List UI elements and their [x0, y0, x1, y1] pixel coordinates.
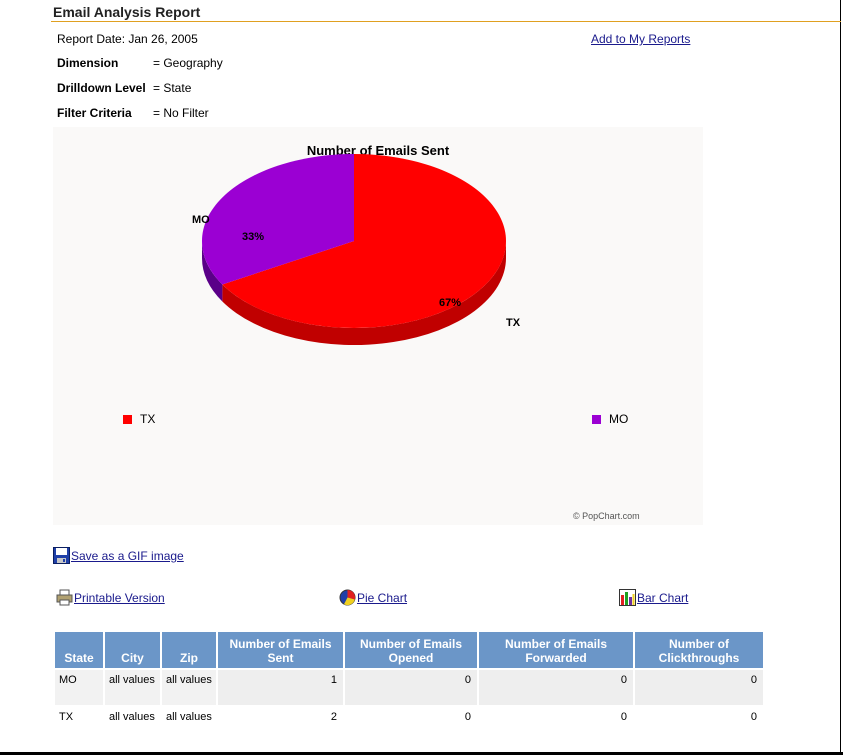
info-value: = No Filter [153, 106, 209, 120]
cell-city: all values [105, 707, 160, 742]
cell-state: TX [55, 707, 103, 742]
report-title: Email Analysis Report [53, 4, 201, 20]
table-row: MO all values all values 1 0 0 0 [55, 670, 763, 705]
bar-chart-icon [619, 589, 636, 606]
info-row-filter: Filter Criteria = No Filter [57, 106, 209, 120]
cell-clickthroughs: 0 [635, 707, 763, 742]
info-value: = State [153, 81, 192, 95]
window-right-border [840, 0, 841, 755]
cell-forwarded: 0 [479, 707, 633, 742]
col-header-emails-sent: Number of Emails Sent [218, 632, 343, 668]
pie-slice-mo [201, 154, 354, 285]
pie-side-tx [222, 241, 506, 345]
info-label: Drilldown Level [57, 81, 146, 95]
legend-item-mo: MO [592, 412, 628, 426]
info-label: Dimension [57, 56, 119, 70]
pie-chart [201, 154, 506, 345]
col-header-city: City [105, 632, 160, 668]
bar-chart-action[interactable]: Bar Chart [619, 589, 688, 606]
chart-title: Number of Emails Sent [306, 143, 450, 158]
printable-version-link[interactable]: Printable Version [74, 591, 165, 605]
floppy-disk-icon [53, 547, 70, 564]
pie-chart-link[interactable]: Pie Chart [357, 591, 408, 605]
table-row: TX all values all values 2 0 0 0 [55, 707, 763, 742]
info-label: Filter Criteria [57, 106, 132, 120]
info-row-drilldown: Drilldown Level = State [57, 81, 191, 95]
cell-state: MO [55, 670, 103, 705]
legend-label: TX [140, 412, 156, 426]
email-stats-table: State City Zip Number of Emails Sent Num… [53, 630, 765, 744]
cell-city: all values [105, 670, 160, 705]
cell-opened: 0 [345, 670, 477, 705]
cell-sent: 2 [218, 707, 343, 742]
info-row-dimension: Dimension = Geography [57, 56, 223, 70]
cell-sent: 1 [218, 670, 343, 705]
cell-forwarded: 0 [479, 670, 633, 705]
pie-chart-panel: Number of Emails Sent MO 33% 67% TX TX M… [53, 127, 703, 525]
pie-percent-mo: 33% [242, 231, 265, 243]
cell-clickthroughs: 0 [635, 670, 763, 705]
cell-zip: all values [162, 707, 216, 742]
chart-credit: © PopChart.com [573, 511, 640, 521]
table-header-row: State City Zip Number of Emails Sent Num… [55, 632, 763, 668]
info-value: = Geography [153, 56, 223, 70]
col-header-emails-opened: Number of Emails Opened [345, 632, 477, 668]
pie-chart-action[interactable]: Pie Chart [339, 589, 407, 606]
col-header-emails-forwarded: Number of Emails Forwarded [479, 632, 633, 668]
col-header-state: State [55, 632, 103, 668]
pie-label-tx: TX [506, 317, 521, 329]
pie-percent-tx: 67% [439, 297, 462, 309]
col-header-clickthroughs: Number of Clickthroughs [635, 632, 763, 668]
col-header-zip: Zip [162, 632, 216, 668]
legend-label: MO [609, 412, 629, 426]
printer-icon [56, 589, 73, 606]
legend-swatch-tx [123, 415, 132, 424]
pie-label-mo: MO [192, 214, 210, 226]
bar-chart-link[interactable]: Bar Chart [637, 591, 689, 605]
add-to-my-reports-link[interactable]: Add to My Reports [591, 32, 691, 46]
window-bottom-border [0, 752, 843, 755]
report-date: Report Date: Jan 26, 2005 [57, 32, 198, 46]
pie-slice-tx [222, 154, 506, 328]
save-gif-action[interactable]: Save as a GIF image [53, 547, 184, 564]
pie-side-mo [202, 241, 223, 302]
pie-chart-icon [339, 589, 356, 606]
legend-swatch-mo [592, 415, 601, 424]
cell-opened: 0 [345, 707, 477, 742]
cell-zip: all values [162, 670, 216, 705]
legend-item-tx: TX [123, 412, 155, 426]
printable-version-action[interactable]: Printable Version [56, 589, 165, 606]
save-gif-link[interactable]: Save as a GIF image [71, 549, 184, 563]
title-divider [51, 21, 841, 22]
